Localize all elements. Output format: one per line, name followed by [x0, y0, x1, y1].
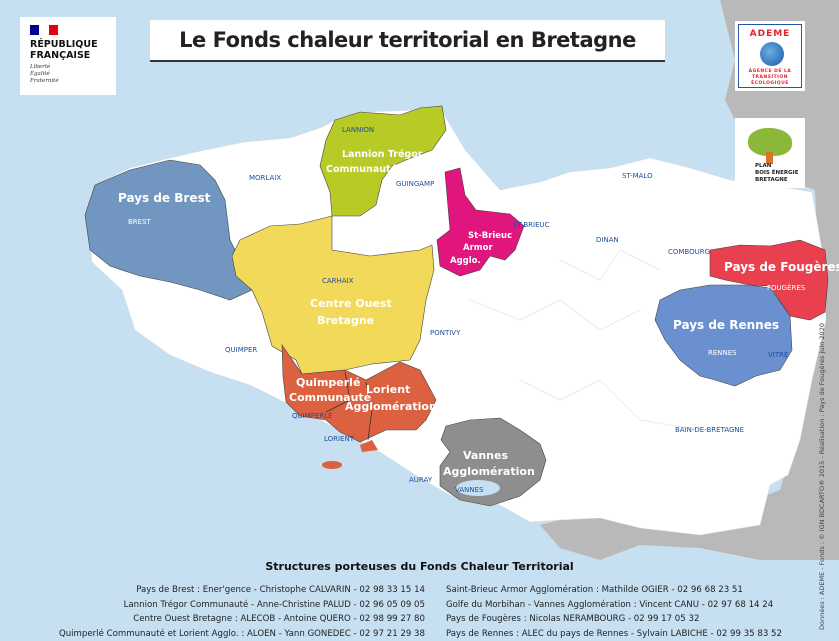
city-combourg: COMBOURG: [668, 248, 710, 256]
label-lorient-1: Lorient: [366, 383, 410, 396]
pbe-2: BOIS ÉNERGIE: [755, 170, 798, 177]
city-auray: AURAY: [409, 476, 433, 484]
french-flag-icon: [30, 25, 58, 35]
legend-right-column: Saint-Brieuc Armor Agglomération : Mathi…: [446, 583, 782, 641]
legend-item: Quimperlé Communauté et Lorient Agglo. :…: [59, 627, 425, 641]
motto-2: Égalité: [30, 71, 59, 78]
label-vannes-1: Vannes: [463, 449, 508, 462]
title-box: Le Fonds chaleur territorial en Bretagne: [150, 20, 665, 62]
credit-text: Données : ADEME - Fonds : © IGN BDCARTO®…: [818, 323, 826, 630]
label-lannion-2: Communauté: [326, 164, 397, 175]
motto-1: Liberté: [30, 64, 59, 71]
city-brest: BREST: [128, 218, 152, 226]
label-st-brieuc-2: Armor: [463, 243, 493, 253]
label-pays-de-fougeres: Pays de Fougères: [724, 260, 839, 274]
motto-3: Fraternité: [30, 78, 59, 85]
legend-item: Pays de Brest : Ener'gence - Christophe …: [59, 583, 425, 598]
label-quimperle-1: Quimperlé: [296, 376, 360, 389]
legend-item: Lannion Trégor Communauté - Anne-Christi…: [59, 598, 425, 613]
label-st-brieuc-3: Agglo.: [450, 256, 481, 266]
city-dinan: DINAN: [596, 236, 619, 244]
city-guingamp: GUINGAMP: [396, 180, 434, 188]
city-lannion: LANNION: [342, 126, 374, 134]
city-pontivy: PONTIVY: [430, 329, 461, 337]
belle-ile-island: [322, 461, 342, 469]
rf-line1: RÉPUBLIQUE: [30, 39, 98, 50]
city-st-brieuc: ST-BRIEUC: [513, 221, 550, 229]
legend-item: Golfe du Morbihan - Vannes Agglomération…: [446, 598, 782, 613]
label-centre-ouest-2: Bretagne: [317, 314, 374, 327]
city-quimperle: QUIMPERLÉ: [292, 411, 333, 420]
label-centre-ouest-1: Centre Ouest: [310, 297, 392, 310]
label-lorient-2: Agglomération: [345, 400, 437, 413]
pbe-3: BRETAGNE: [755, 177, 798, 184]
city-quimper: QUIMPER: [225, 346, 257, 354]
city-st-malo: ST-MALO: [622, 172, 653, 180]
label-pays-de-rennes: Pays de Rennes: [673, 318, 779, 332]
legend-title: Structures porteuses du Fonds Chaleur Te…: [0, 560, 839, 573]
legend-item: Pays de Rennes : ALEC du pays de Rennes …: [446, 627, 782, 641]
globe-icon: [760, 42, 784, 66]
rf-line2: FRANÇAISE: [30, 50, 98, 61]
label-pays-de-brest: Pays de Brest: [118, 191, 211, 205]
page-title: Le Fonds chaleur territorial en Bretagne: [179, 28, 636, 52]
city-bain-de-bretagne: BAIN-DE-BRETAGNE: [675, 426, 744, 434]
city-rennes: RENNES: [708, 349, 737, 357]
label-st-brieuc-1: St-Brieuc: [468, 231, 512, 241]
legend-left-column: Pays de Brest : Ener'gence - Christophe …: [59, 583, 425, 641]
legend-item: Pays de Fougères : Nicolas NERAMBOURG - …: [446, 612, 782, 627]
label-lannion-1: Lannion Trégor: [342, 149, 423, 160]
legend-item: Saint-Brieuc Armor Agglomération : Mathi…: [446, 583, 782, 598]
ademe-sub-3: ÉCOLOGIQUE: [739, 81, 801, 87]
city-morlaix: MORLAIX: [249, 174, 281, 182]
city-vannes: VANNES: [455, 486, 484, 494]
city-fougeres: FOUGÈRES: [767, 283, 806, 292]
city-vitre: VITRÉ: [768, 350, 788, 359]
legend-item: Centre Ouest Bretagne : ALECOB - Antoine…: [59, 612, 425, 627]
city-carhaix: CARHAIX: [322, 277, 354, 285]
pbe-1: PLAN: [755, 163, 798, 170]
city-lorient: LORIENT: [324, 435, 355, 443]
label-vannes-2: Agglomération: [443, 465, 535, 478]
ademe-name: ADEME: [739, 29, 801, 39]
